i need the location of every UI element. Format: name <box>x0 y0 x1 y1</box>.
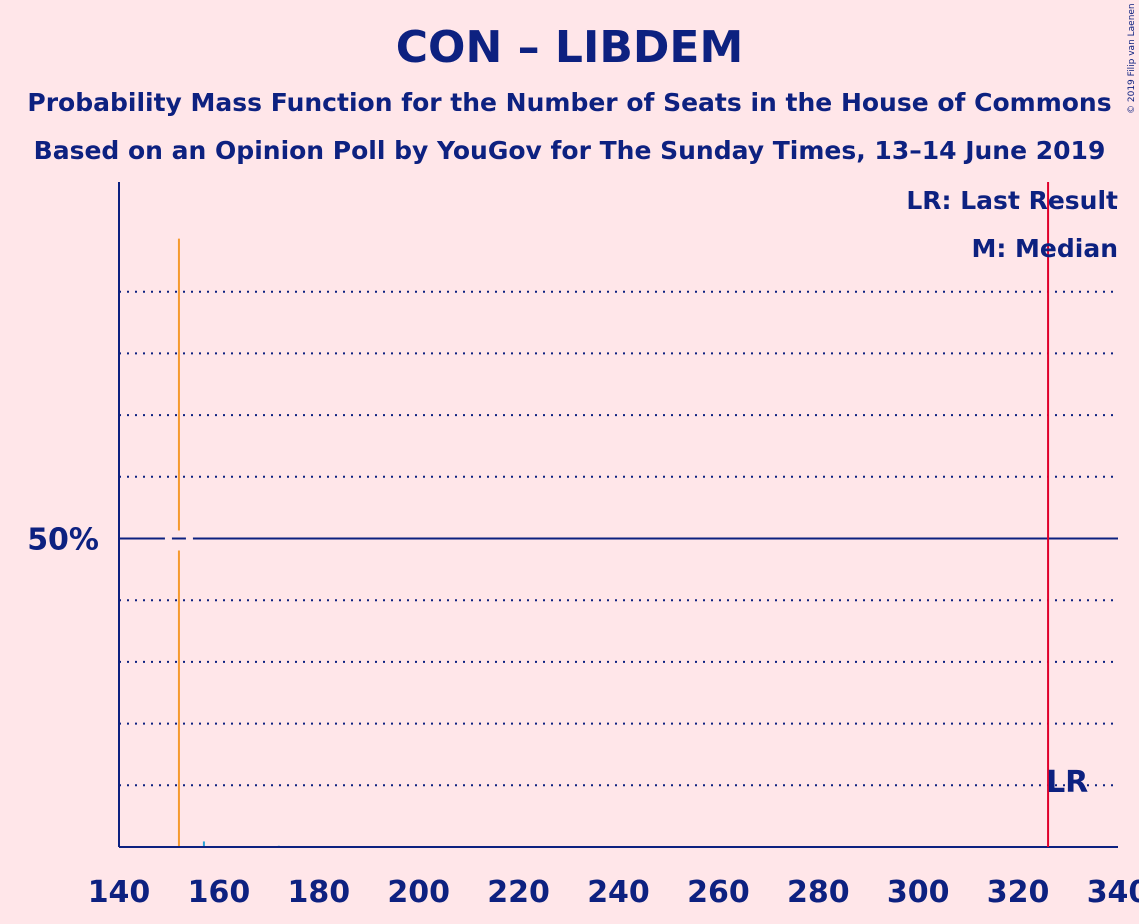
x-tick-label-300: 300 <box>887 875 950 910</box>
x-tick-label-340: 340 <box>1087 875 1139 910</box>
x-tick-label-220: 220 <box>487 875 550 910</box>
x-tick-label-180: 180 <box>287 875 350 910</box>
axes <box>118 182 1118 848</box>
x-tick-label-140: 140 <box>88 875 151 910</box>
x-tick-label-200: 200 <box>387 875 450 910</box>
chart-title: CON – LIBDEM <box>395 22 744 73</box>
x-tick-label-280: 280 <box>787 875 850 910</box>
x-tick-label-240: 240 <box>587 875 650 910</box>
bars <box>175 238 280 847</box>
x-tick-label-320: 320 <box>987 875 1050 910</box>
last-result-label: LR <box>1046 765 1088 800</box>
chart-subtitle-1: Probability Mass Function for the Number… <box>27 88 1112 117</box>
labels: 140 160 180 200 220 240 260 280 300 320 340 50% LR: … <box>27 186 1139 910</box>
chart-subtitle-2: Based on an Opinion Poll by YouGov for T… <box>33 136 1106 165</box>
bar-157 <box>202 841 205 847</box>
x-tick-label-260: 260 <box>687 875 750 910</box>
y-tick-label-50: 50% <box>27 523 99 558</box>
x-tick-label-160: 160 <box>188 875 251 910</box>
legend-last-result: LR: Last Result <box>906 186 1118 215</box>
gridlines <box>119 290 1118 787</box>
legend-median: M: Median <box>971 234 1118 263</box>
